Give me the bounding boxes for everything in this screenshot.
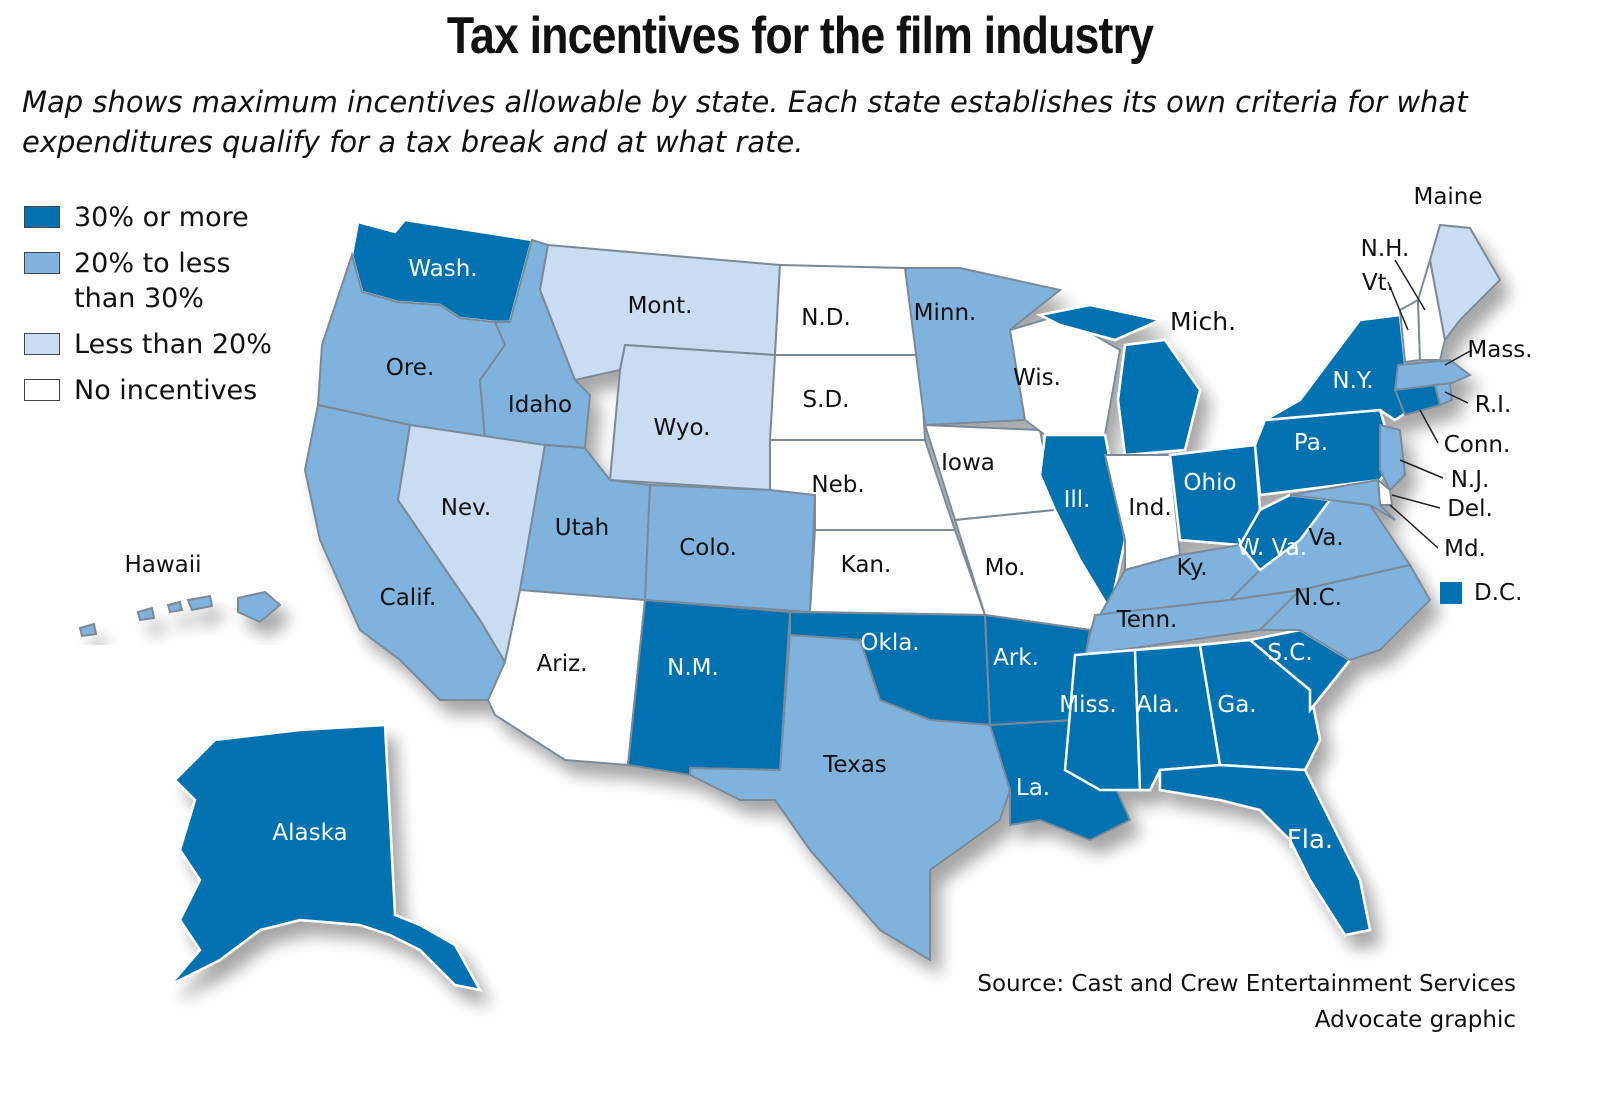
label-kentucky: Ky. [1176,555,1207,581]
legend-swatch-high [24,206,60,228]
state-hawaii[interactable] [78,590,282,638]
label-new-york: N.Y. [1332,368,1373,394]
label-vermont: Vt. [1362,270,1394,296]
label-north-dakota: N.D. [801,305,851,331]
label-minnesota: Minn. [914,300,977,326]
map-subtitle: Map shows maximum incentives allowable b… [22,85,1468,159]
credit-text: Advocate graphic [1314,1007,1516,1033]
label-west-virginia: W. Va. [1237,535,1307,561]
label-ohio: Ohio [1183,470,1236,496]
state-new-hampshire[interactable] [1416,259,1447,361]
source-text: Source: Cast and Crew Entertainment Serv… [977,971,1516,997]
label-wyoming: Wyo. [654,415,711,441]
label-florida: Fla. [1287,825,1333,855]
state-new-mexico[interactable] [626,598,792,777]
legend-swatch-low [24,333,60,355]
label-mississippi: Miss. [1059,692,1117,718]
label-indiana: Ind. [1128,495,1171,521]
label-washington: Wash. [408,256,477,282]
dc-swatch [1440,582,1462,604]
label-south-carolina: S.C. [1267,640,1312,666]
label-georgia: Ga. [1217,692,1256,718]
label-texas: Texas [822,752,887,778]
state-massachusetts[interactable] [1393,358,1472,392]
label-nebraska: Neb. [811,472,864,498]
label-new-jersey: N.J. [1451,467,1490,493]
label-rhode-island: R.I. [1475,392,1512,418]
state-south-carolina[interactable] [1247,628,1352,714]
state-texas[interactable] [689,633,1012,962]
label-virginia: Va. [1308,525,1343,551]
state-alaska[interactable] [169,723,483,992]
dc-label: D.C. [1474,580,1523,606]
legend-item-none: No incentives [24,373,324,408]
label-michigan: Mich. [1170,307,1236,336]
state-colorado[interactable] [643,483,817,614]
label-tennessee: Tenn. [1116,607,1178,633]
label-colorado: Colo. [679,535,737,561]
state-maine[interactable] [1428,223,1502,343]
state-kansas[interactable] [808,529,987,617]
label-louisiana: La. [1016,775,1050,801]
label-connecticut: Conn. [1444,432,1511,458]
label-new-hampshire: N.H. [1361,236,1410,262]
label-massachusetts: Mass. [1467,337,1532,363]
label-wisconsin: Wis. [1013,365,1061,391]
legend-item-high: 30% or more [24,200,324,235]
label-alabama: Ala. [1136,692,1180,718]
label-oregon: Ore. [386,355,435,381]
legend-label-high: 30% or more [74,202,249,233]
state-florida[interactable] [1158,763,1372,937]
legend-label-low: Less than 20% [74,329,272,360]
label-kansas: Kan. [841,552,892,578]
state-labels: Wash. Ore. Calif. Idaho Nev. Mont. Wyo. … [124,184,1532,855]
legend-label-none: No incentives [74,375,258,406]
state-maryland[interactable] [1289,478,1396,521]
source-note: Source: Cast and Crew Entertainment Serv… [977,966,1516,1038]
label-arkansas: Ark. [993,645,1039,671]
state-illinois[interactable] [1038,433,1127,614]
label-montana: Mont. [628,293,693,319]
label-south-dakota: S.D. [803,387,850,413]
label-oklahoma: Okla. [860,630,919,656]
label-delaware: Del. [1447,496,1493,522]
label-arizona: Ariz. [537,651,588,677]
label-idaho: Idaho [508,392,572,418]
label-north-carolina: N.C. [1294,585,1342,611]
label-california: Calif. [380,585,437,611]
legend-swatch-mid [24,252,60,274]
label-pennsylvania: Pa. [1294,430,1328,456]
leader-lines [1387,259,1473,549]
state-mississippi[interactable] [1063,648,1142,792]
state-wyoming[interactable] [608,343,777,492]
label-iowa: Iowa [941,450,995,476]
legend-swatch-none [24,379,60,401]
label-alaska: Alaska [272,820,347,846]
legend-item-mid: 20% to less than 30% [24,246,324,316]
label-maryland: Md. [1444,536,1486,562]
legend-item-low: Less than 20% [24,327,324,362]
label-utah: Utah [555,515,610,541]
state-michigan[interactable] [1036,303,1202,457]
label-new-mexico: N.M. [667,655,719,681]
label-illinois: Ill. [1064,487,1091,513]
state-new-jersey[interactable] [1379,423,1407,492]
label-missouri: Mo. [985,555,1026,581]
legend: 30% or more 20% to less than 30% Less th… [24,200,324,419]
label-nevada: Nev. [441,495,492,521]
legend-label-mid: 20% to less than 30% [74,248,231,314]
map-title: Tax incentives for the film industry [446,7,1154,65]
lower-48-states [303,218,1502,962]
label-hawaii: Hawaii [124,552,201,578]
label-maine: Maine [1413,184,1482,210]
dc-key: D.C. [1440,580,1522,606]
